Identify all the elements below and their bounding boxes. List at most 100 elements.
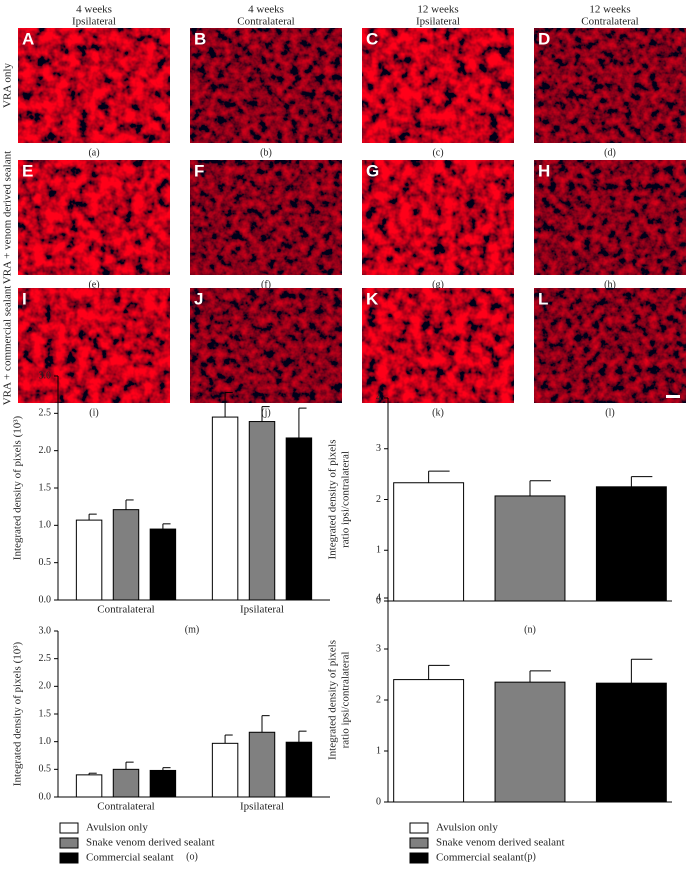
chart-caption: (o) [186, 851, 198, 862]
legend-swatch [59, 852, 79, 864]
panel-caption: (e) [88, 279, 99, 290]
row-label: VRA only [2, 63, 14, 108]
panel-caption: (d) [604, 147, 616, 158]
micrograph-texture [362, 288, 514, 403]
micrograph-texture [190, 28, 342, 143]
y-tick-label: 3.0 [39, 625, 52, 636]
y-tick-label: 2.0 [39, 681, 52, 692]
micrograph-texture [534, 288, 686, 403]
bar [211, 742, 239, 798]
micrograph-texture [18, 28, 170, 143]
y-axis-label: ratio ipsi/contralateral [340, 451, 352, 548]
column-header: Ipsilateral [416, 16, 460, 28]
y-tick-label: 2 [376, 694, 381, 705]
panel-letter: F [194, 161, 204, 180]
bar [149, 769, 177, 798]
panel-letter: E [22, 161, 33, 180]
bar [595, 486, 667, 602]
bar [595, 682, 667, 803]
x-tick-label: Contralateral [97, 604, 154, 616]
y-tick-label: 2 [376, 494, 381, 505]
legend-swatch [59, 822, 79, 834]
column-header: 4 weeks [76, 4, 112, 16]
y-tick-label: 3 [376, 443, 381, 454]
y-axis-label: Integrated density of pixels (10³) [12, 641, 24, 786]
legend-label: Snake venom derived sealant [436, 837, 565, 849]
panel-caption: (h) [604, 279, 616, 290]
bar [149, 528, 177, 601]
legend-swatch [59, 837, 79, 849]
micrograph-texture [534, 160, 686, 275]
y-tick-label: 1.5 [39, 708, 52, 719]
bar [248, 421, 276, 601]
legend-label: Commercial sealant [86, 852, 174, 864]
chart-caption: (p) [524, 851, 536, 862]
y-tick-label: 1 [376, 745, 381, 756]
column-header: Contralateral [237, 16, 294, 28]
micrograph-texture [362, 160, 514, 275]
legend-swatch [409, 852, 429, 864]
y-tick-label: 0.5 [39, 764, 52, 775]
panel-letter: C [366, 29, 378, 48]
legend-label: Avulsion only [436, 822, 498, 834]
micrograph-texture [190, 288, 342, 403]
y-axis-label: Integrated density of pixels [327, 640, 339, 760]
bar [393, 679, 465, 803]
scale-bar [666, 395, 680, 398]
panel-letter: H [538, 161, 550, 180]
legend-label: Commercial sealant [436, 852, 524, 864]
column-header: Ipsilateral [72, 16, 116, 28]
bar [211, 416, 239, 601]
panel-caption: (k) [432, 407, 444, 418]
panel-caption: (b) [260, 147, 272, 158]
bar [112, 509, 140, 601]
row-label: VRA + commercial sealant [2, 286, 14, 406]
bar [248, 731, 276, 798]
panel-caption: (f) [261, 279, 271, 290]
y-tick-label: 1.5 [39, 482, 52, 493]
micrograph-texture [18, 160, 170, 275]
bar [494, 681, 566, 803]
column-header: Contralateral [581, 16, 638, 28]
panel-caption: (j) [261, 407, 270, 418]
y-tick-label: 0.5 [39, 557, 52, 568]
chart-caption: (m) [185, 624, 199, 635]
micrograph-texture [534, 28, 686, 143]
x-tick-label: Ipsilateral [240, 801, 284, 813]
panel-letter: D [538, 29, 550, 48]
legend-swatch [409, 837, 429, 849]
y-axis-label: Integrated density of pixels (10³) [12, 415, 24, 560]
y-tick-label: 0.0 [39, 594, 52, 605]
y-tick-label: 2.5 [39, 653, 52, 664]
y-axis-label: Integrated density of pixels [327, 439, 339, 559]
panel-letter: J [194, 289, 203, 308]
y-tick-label: 1 [376, 545, 381, 556]
bar [285, 741, 313, 798]
legend-swatch [409, 822, 429, 834]
micrograph-texture [18, 288, 170, 403]
y-axis-label: ratio ipsi/contralateral [340, 652, 352, 749]
bar [393, 482, 465, 602]
y-tick-label: 4 [376, 392, 381, 403]
panel-letter: A [22, 29, 34, 48]
micrograph-texture [190, 160, 342, 275]
y-tick-label: 0 [376, 796, 381, 807]
x-tick-label: Ipsilateral [240, 604, 284, 616]
panel-letter: K [366, 289, 379, 308]
y-tick-label: 1.0 [39, 736, 52, 747]
panel-caption: (a) [88, 147, 99, 158]
y-tick-label: 2.5 [39, 408, 52, 419]
legend-label: Snake venom derived sealant [86, 837, 215, 849]
y-tick-label: 0.0 [39, 791, 52, 802]
chart-caption: (n) [524, 624, 536, 635]
bar [112, 768, 140, 798]
x-tick-label: Contralateral [97, 801, 154, 813]
bar [75, 519, 103, 601]
panel-letter: G [366, 161, 379, 180]
micrograph-texture [362, 28, 514, 143]
panel-caption: (i) [89, 407, 98, 418]
panel-letter: B [194, 29, 206, 48]
bar [75, 774, 103, 798]
column-header: 12 weeks [417, 4, 458, 16]
column-header: 4 weeks [248, 4, 284, 16]
